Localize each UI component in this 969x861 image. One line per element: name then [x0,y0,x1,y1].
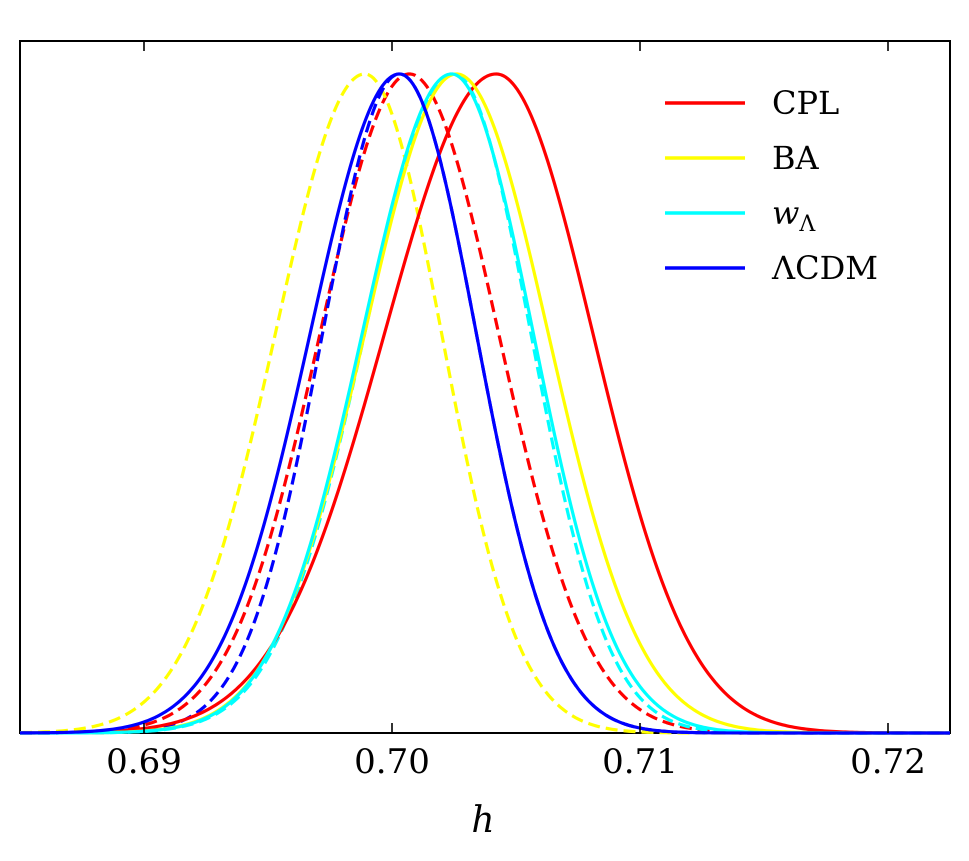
legend-label-cpl: CPL [772,84,839,122]
plot-frame [19,40,951,734]
curves-group [19,72,950,735]
series-line-cdm-solid [19,72,950,735]
legend-label-ba: BA [772,139,820,177]
x-tick-label: 0.71 [602,742,678,782]
legend-label-w: wΛ [772,194,816,237]
x-tick-label: 0.70 [354,742,430,782]
series-line-cpl-solid [19,72,950,735]
x-tick-label: 0.72 [850,742,926,782]
x-tick-label: 0.69 [106,742,182,782]
x-axis-label: h [471,800,494,841]
x-ticks-group: 0.69 0.70 0.71 0.72 [106,41,926,782]
legend-label-cdm: ΛCDM [771,249,878,287]
legend: CPL BA wΛ ΛCDM [665,84,878,287]
